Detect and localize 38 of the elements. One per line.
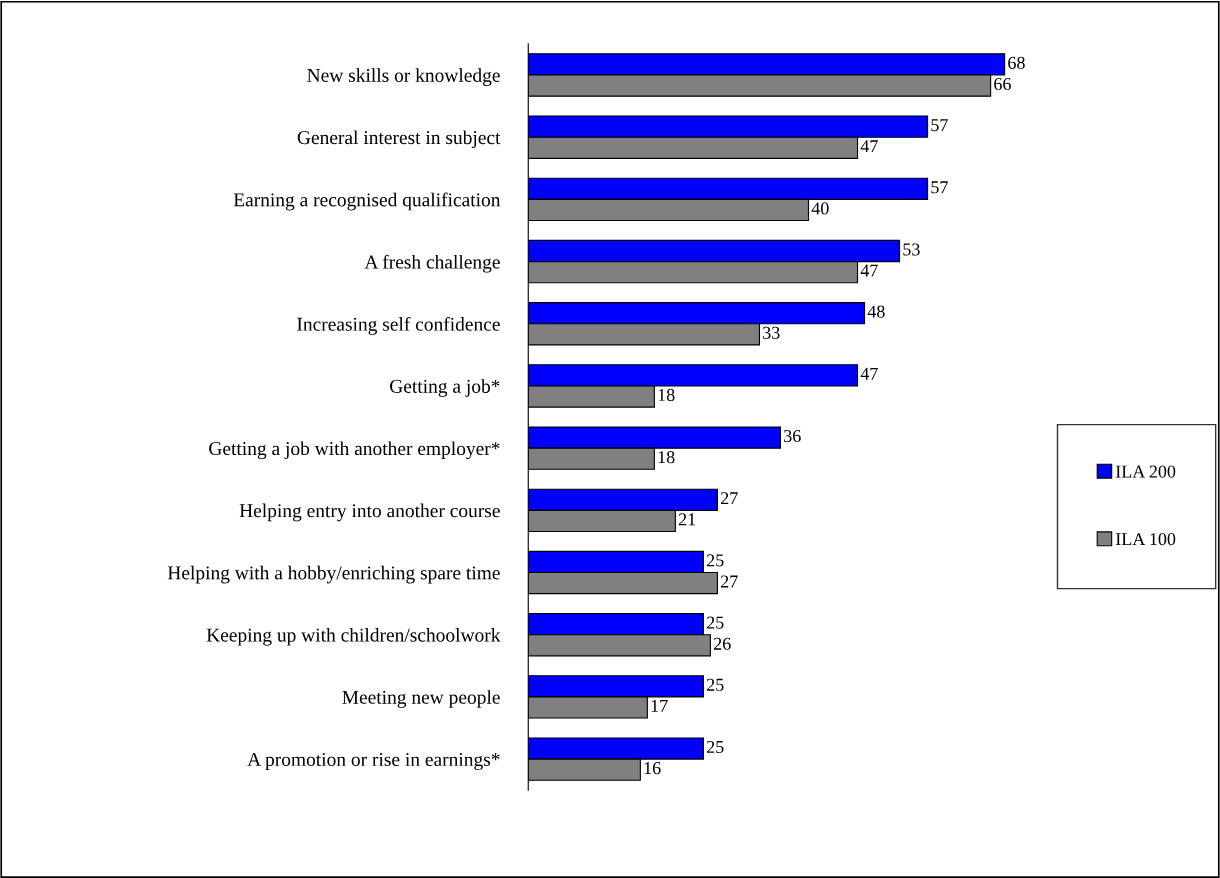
data-label: 48 xyxy=(867,305,885,318)
data-label: 57 xyxy=(931,119,948,132)
y-tick-label: Getting a job with another employer* xyxy=(209,441,500,460)
legend-label: ILA 100 xyxy=(1115,533,1176,546)
data-label: 47 xyxy=(860,367,878,380)
data-label: 27 xyxy=(720,492,738,505)
data-label: 25 xyxy=(706,554,724,567)
data-label: 26 xyxy=(713,637,731,650)
y-tick-label: A fresh challenge xyxy=(364,254,500,273)
y-tick-label: General interest in subject xyxy=(297,130,501,149)
data-label: 57 xyxy=(931,181,948,194)
y-tick-label: Helping with a hobby/enriching spare time xyxy=(167,565,500,584)
y-tick-label: Increasing self confidence xyxy=(297,316,500,335)
data-label: 53 xyxy=(903,243,920,256)
data-label: 16 xyxy=(644,762,661,775)
y-tick-label: Meeting new people xyxy=(342,690,500,708)
y-tick-label: A promotion or rise in earnings* xyxy=(247,752,500,771)
legend-label: ILA 200 xyxy=(1115,465,1176,478)
data-label: 66 xyxy=(994,77,1011,91)
data-label: 27 xyxy=(720,575,738,588)
y-tick-label: Earning a recognised qualification xyxy=(233,192,501,211)
data-label: 25 xyxy=(706,616,724,629)
data-label: 18 xyxy=(658,388,675,402)
data-label: 47 xyxy=(860,264,878,277)
data-label: 47 xyxy=(860,140,878,153)
y-tick-label: Keeping up with children/schoolwork xyxy=(206,627,501,646)
data-label: 68 xyxy=(1008,56,1025,69)
data-label: 25 xyxy=(706,740,724,754)
y-tick-label: New skills or knowledge xyxy=(307,68,500,86)
data-label: 18 xyxy=(658,451,675,464)
y-tick-label: Helping entry into another course xyxy=(239,503,500,522)
data-label: 21 xyxy=(678,513,696,526)
data-label: 25 xyxy=(706,678,724,691)
data-label: 36 xyxy=(784,429,801,443)
data-label: 33 xyxy=(763,326,780,339)
y-tick-label: Getting a job* xyxy=(390,379,500,397)
data-label: 17 xyxy=(651,699,668,712)
data-label: 40 xyxy=(811,202,829,215)
